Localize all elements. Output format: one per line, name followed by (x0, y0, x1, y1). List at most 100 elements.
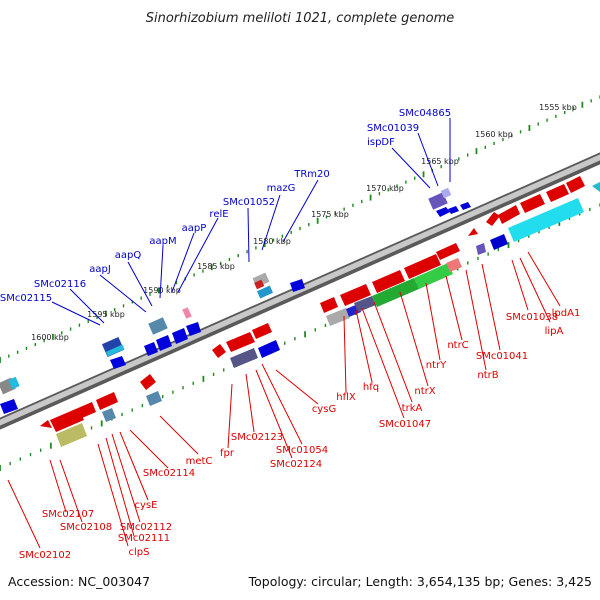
gene-feature (436, 207, 450, 217)
gene-feature (508, 198, 584, 242)
gene-feature (486, 212, 500, 226)
gene-label[interactable]: ispDF (367, 137, 395, 148)
gene-feature (102, 408, 116, 422)
kbp-label: 1565 kbp (421, 157, 459, 166)
kbp-labels: 1555 kbp 1560 kbp 1565 kbp 1570 kbp 1575… (31, 103, 577, 342)
gene-feature (460, 202, 471, 210)
gene-label[interactable]: SMc02116 (34, 279, 86, 290)
gene-feature (172, 328, 188, 344)
gene-feature (354, 296, 376, 312)
gene-label[interactable]: mazG (267, 183, 296, 194)
gene-feature (230, 348, 258, 368)
kbp-label: 1575 kbp (311, 210, 349, 219)
gene-feature (326, 308, 350, 326)
gene-label[interactable]: SMc02107 (42, 509, 94, 520)
kbp-label: 1580 kbp (253, 237, 291, 246)
gene-label[interactable]: cysE (135, 500, 158, 511)
gene-label[interactable]: TRm20 (293, 169, 330, 180)
gene-label[interactable]: SMc02111 (118, 533, 170, 544)
gene-label[interactable]: trkA (402, 403, 423, 414)
gene-label[interactable]: relE (209, 209, 228, 220)
gene-feature (156, 335, 172, 351)
kbp-label: 1555 kbp (539, 103, 577, 112)
gene-label[interactable]: cysG (312, 404, 336, 415)
gene-label[interactable]: SMc01047 (379, 419, 431, 430)
gene-feature (78, 402, 96, 418)
kbp-label: 1600 kbp (31, 333, 69, 342)
gene-label[interactable]: SMc02124 (270, 459, 322, 470)
gene-label[interactable]: lipA (545, 326, 564, 337)
gene-feature (476, 243, 486, 255)
gene-label[interactable]: SMc04865 (399, 108, 451, 119)
reverse-strand-features (40, 176, 585, 447)
forward-strand-features (0, 182, 600, 414)
gene-feature (436, 243, 460, 260)
gene-feature (320, 297, 338, 313)
gene-feature (446, 258, 462, 272)
gene-label[interactable]: aapQ (115, 250, 142, 261)
gene-feature (50, 408, 84, 432)
gene-label[interactable]: metC (186, 456, 213, 467)
gene-feature (254, 279, 265, 290)
chromosome-backbone (0, 152, 600, 430)
accession-text: Accession: NC_003047 (8, 574, 150, 589)
gene-feature (440, 187, 452, 199)
gene-label[interactable]: hfq (363, 382, 379, 393)
gene-label[interactable]: clpS (129, 547, 150, 558)
gene-feature (144, 342, 158, 356)
reverse-gene-labels: lpdA1 SMc01038 lipA SMc01041 ntrB ntrC n… (19, 308, 580, 561)
gene-label[interactable]: ntrC (447, 340, 468, 351)
gene-feature (414, 263, 453, 289)
gene-feature (520, 194, 545, 213)
gene-feature (40, 420, 52, 428)
gene-label[interactable]: SMc01054 (276, 445, 328, 456)
gene-label[interactable]: SMc01038 (506, 312, 558, 323)
gene-label[interactable]: SMc02108 (60, 522, 112, 533)
gene-label[interactable]: lpdA1 (552, 308, 581, 319)
gene-label[interactable]: SMc01041 (476, 351, 528, 362)
gene-feature (566, 176, 585, 193)
gene-label[interactable]: ntrX (414, 386, 435, 397)
leader-lines (7, 118, 561, 549)
gene-label[interactable]: ntrB (477, 370, 498, 381)
kbp-label: 1570 kbp (366, 184, 404, 193)
gene-feature (110, 356, 126, 369)
gene-feature (252, 323, 272, 339)
gene-feature (0, 399, 18, 414)
gene-feature (148, 317, 168, 335)
gene-label[interactable]: aapP (182, 223, 207, 234)
gene-label[interactable]: aapM (149, 236, 176, 247)
gene-feature (448, 206, 459, 214)
gene-feature (546, 184, 569, 202)
topology-text: Topology: circular; Length: 3,654,135 bp… (248, 574, 592, 589)
gene-feature (182, 307, 192, 319)
gene-feature (490, 234, 508, 250)
gene-label[interactable]: SMc01039 (367, 123, 419, 134)
gene-feature (592, 182, 600, 192)
map-title: Sinorhizobium meliloti 1021, complete ge… (146, 11, 455, 26)
gene-feature (8, 376, 20, 390)
gene-label[interactable]: aapJ (89, 264, 111, 275)
gene-label[interactable]: SMc02102 (19, 550, 71, 561)
kbp-label: 1590 kbp (143, 286, 181, 295)
gene-feature (212, 344, 226, 358)
gene-label[interactable]: SMc02112 (120, 522, 172, 533)
gene-feature (140, 374, 156, 390)
gene-feature (468, 228, 478, 236)
gene-label[interactable]: SMc02114 (143, 468, 195, 479)
gene-label[interactable]: hflX (336, 392, 356, 403)
gene-feature (146, 391, 162, 406)
gene-feature (498, 205, 520, 224)
gene-feature (372, 278, 419, 307)
gene-label[interactable]: ntrY (426, 360, 447, 371)
kbp-label: 1595 kbp (87, 310, 125, 319)
gene-label[interactable]: fpr (220, 448, 235, 459)
gene-label[interactable]: SMc01052 (223, 197, 275, 208)
gene-label[interactable]: SMc02123 (231, 432, 283, 443)
gene-feature (256, 285, 274, 299)
gene-label[interactable]: SMc02115 (0, 293, 52, 304)
forward-gene-labels: SMc04865 SMc01039 ispDF TRm20 mazG SMc01… (0, 108, 451, 304)
gene-feature (105, 344, 125, 357)
gene-feature (428, 192, 448, 210)
